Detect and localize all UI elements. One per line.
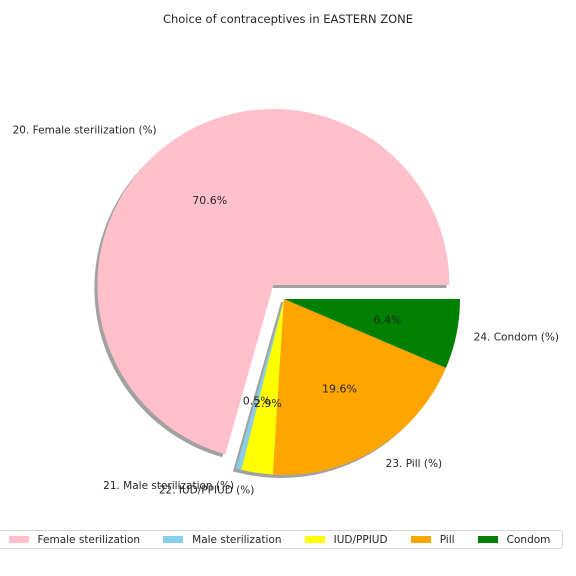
legend-item-iud-ppiud: IUD/PPIUD [304,533,388,546]
legend-label: Female sterilization [37,533,141,546]
wedge-pill [272,299,446,475]
pct-label-pill: 19.6% [322,382,357,395]
pct-label-female-sterilization: 70.6% [192,194,227,207]
legend-swatch [8,536,29,543]
wedge-female-sterilization [97,108,450,455]
legend-label: IUD/PPIUD [333,533,388,546]
legend: Female sterilization Male sterilization IU… [0,530,563,549]
legend-item-female-sterilization: Female sterilization [8,533,141,546]
wedge-shadow-male-sterilization [232,302,281,473]
slice-label-male-sterilization: 21. Male sterilization (%) [103,480,234,492]
wedge-iud-ppiud [241,299,284,475]
legend-item-condom: Condom [477,533,551,546]
legend-swatch [304,536,325,543]
pie-labels: 70.6% 20. Female sterilization (%) 0.5% 21.… [13,125,559,497]
legend-item-male-sterilization: Male sterilization [163,533,282,546]
slice-label-condom: 24. Condom (%) [474,332,559,344]
legend-swatch [477,536,498,543]
legend-item-pill: Pill [410,533,455,546]
pct-label-male-sterilization: 0.5% [243,395,271,408]
slice-label-female-sterilization: 20. Female sterilization (%) [13,125,157,137]
slice-label-pill: 23. Pill (%) [386,458,442,470]
wedge-condom [284,299,460,368]
slice-label-iud-ppiud: 22. IUD/PPIUD (%) [159,484,254,496]
wedge-male-sterilization [235,299,284,470]
pie-wedges [97,108,460,475]
legend-swatch [410,536,431,543]
chart-title: Choice of contraceptives in EASTERN ZONE [162,12,414,26]
pct-label-condom: 6.4% [373,314,401,327]
legend-label: Pill [439,533,455,546]
legend-label: Male sterilization [192,533,282,546]
pct-label-iud-ppiud: 2.9% [254,397,282,410]
legend-label: Condom [506,533,551,546]
legend-swatch [163,536,184,543]
